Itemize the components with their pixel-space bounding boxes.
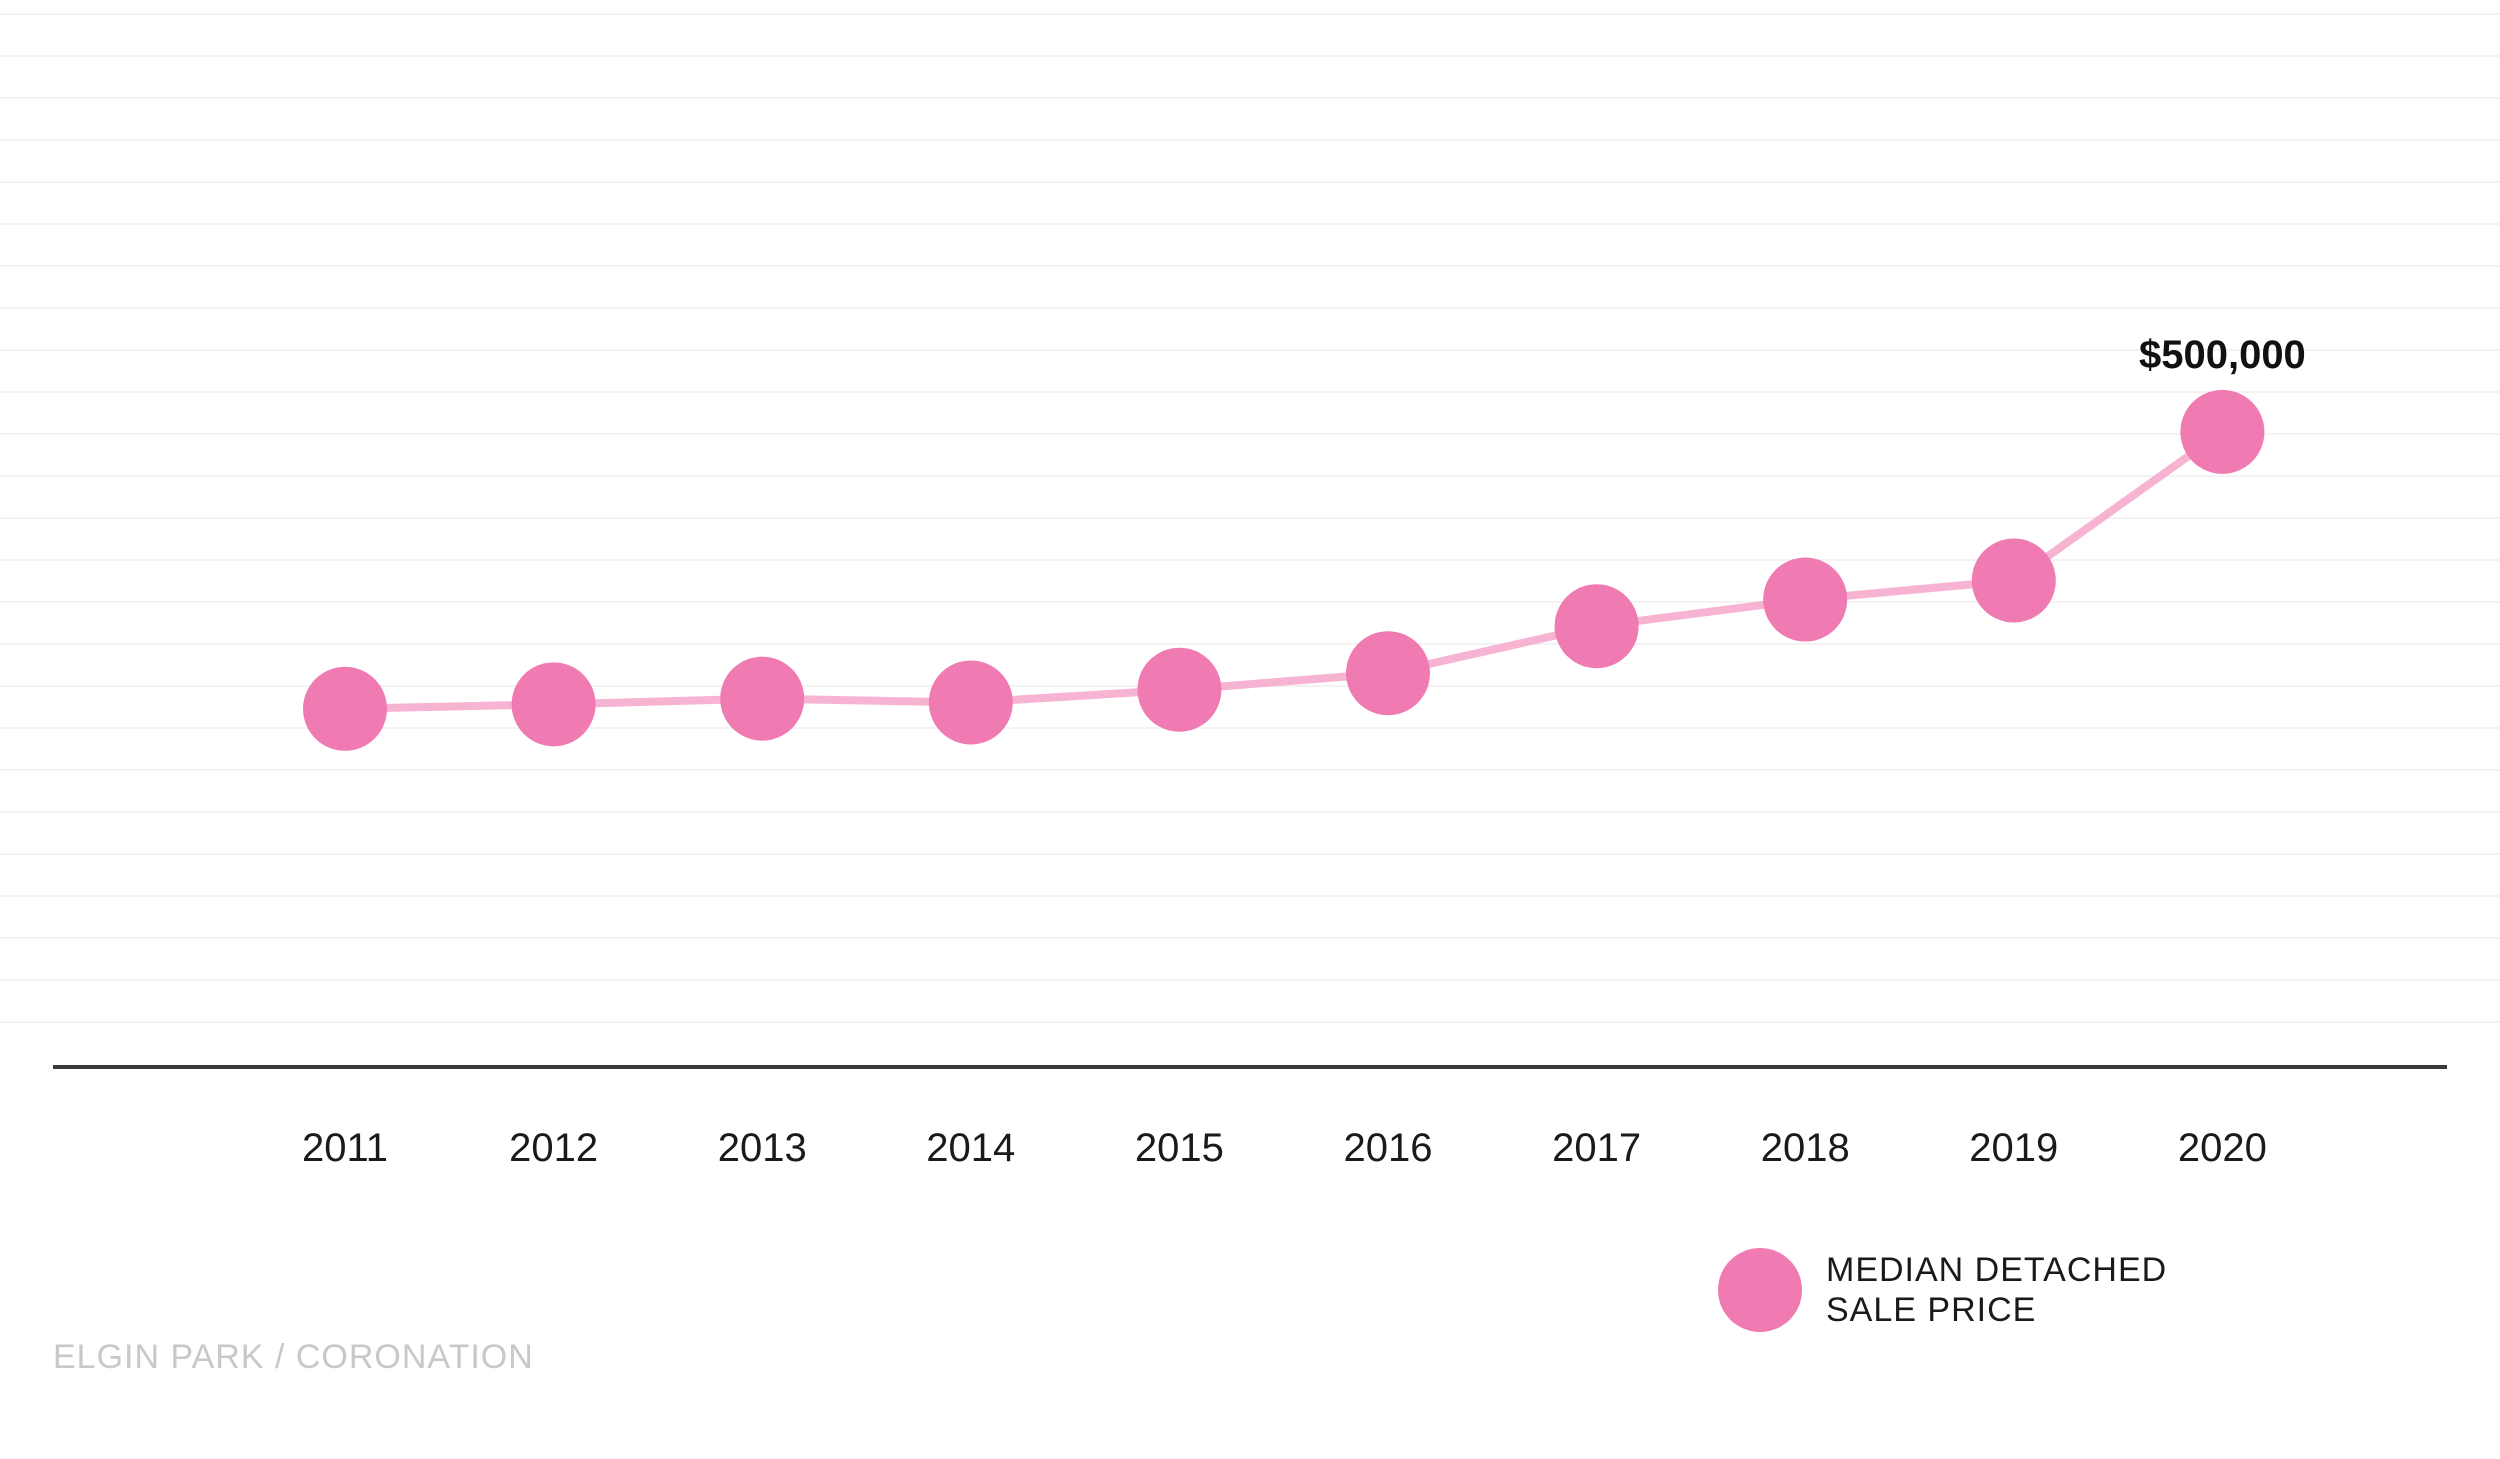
series-median-detached-sale-price (303, 389, 2265, 751)
x-tick-label-2012: 2012 (509, 1126, 598, 1170)
x-tick-label-2014: 2014 (926, 1126, 1015, 1170)
x-tick-label-2018: 2018 (1761, 1126, 1850, 1170)
data-point-2019 (1971, 538, 2056, 623)
x-tick-label-2015: 2015 (1135, 1126, 1224, 1170)
x-tick-label-2017: 2017 (1552, 1126, 1641, 1170)
x-axis-tick-labels: 2011 2012 2013 2014 2015 2016 2017 2018 2019 2020 (302, 1126, 2267, 1170)
data-point-2020 (2180, 389, 2265, 474)
x-tick-label-2011: 2011 (302, 1126, 388, 1170)
data-label-2020: $500,000 (2139, 333, 2306, 377)
series-line (344, 428, 2225, 713)
x-tick-label-2019: 2019 (1969, 1126, 2058, 1170)
data-point-2017 (1554, 584, 1639, 669)
x-tick-label-2020: 2020 (2178, 1126, 2267, 1170)
x-tick-label-2013: 2013 (718, 1126, 807, 1170)
data-point-2013 (720, 656, 805, 741)
data-point-2016 (1346, 631, 1430, 716)
legend-label-line-2: SALE PRICE (1826, 1291, 2037, 1329)
legend-marker-icon (1718, 1248, 1802, 1332)
data-point-2018 (1763, 557, 1848, 642)
data-labels: $500,000 (2139, 333, 2306, 377)
data-point-2014 (928, 660, 1013, 745)
legend-label: MEDIAN DETACHED SALE PRICE (1826, 1250, 2167, 1330)
data-point-2011 (303, 666, 387, 751)
footer-neighbourhood-label: ELGIN PARK / CORONATION (53, 1338, 534, 1376)
legend: MEDIAN DETACHED SALE PRICE (1718, 1248, 2167, 1332)
gridlines (0, 13, 2500, 1023)
x-tick-label-2016: 2016 (1344, 1126, 1433, 1170)
data-point-2015 (1137, 647, 1222, 732)
data-point-2012 (511, 662, 596, 747)
legend-label-line-1: MEDIAN DETACHED (1826, 1251, 2168, 1289)
